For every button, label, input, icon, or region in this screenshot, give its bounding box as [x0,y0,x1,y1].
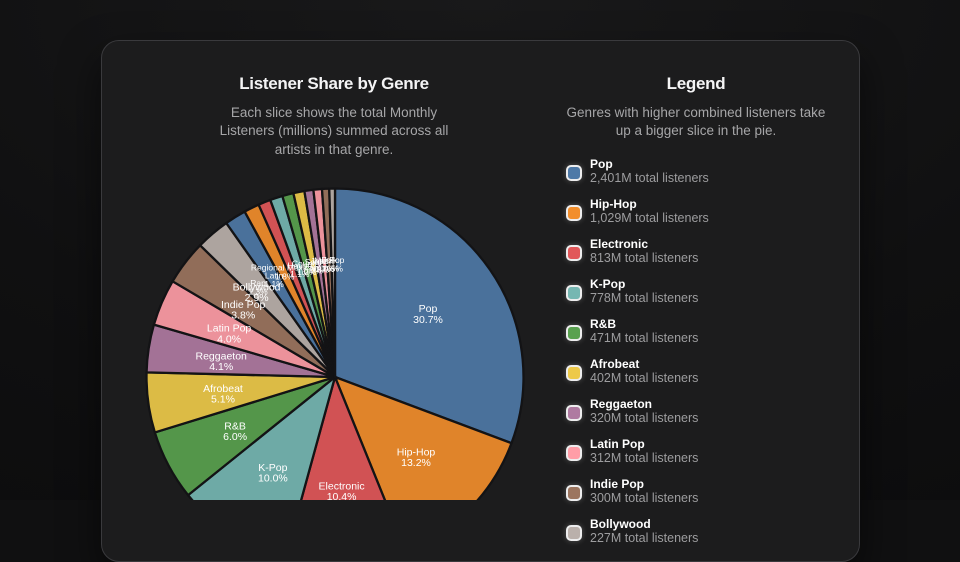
svg-text:R&B6.0%: R&B 6.0% [223,421,247,444]
